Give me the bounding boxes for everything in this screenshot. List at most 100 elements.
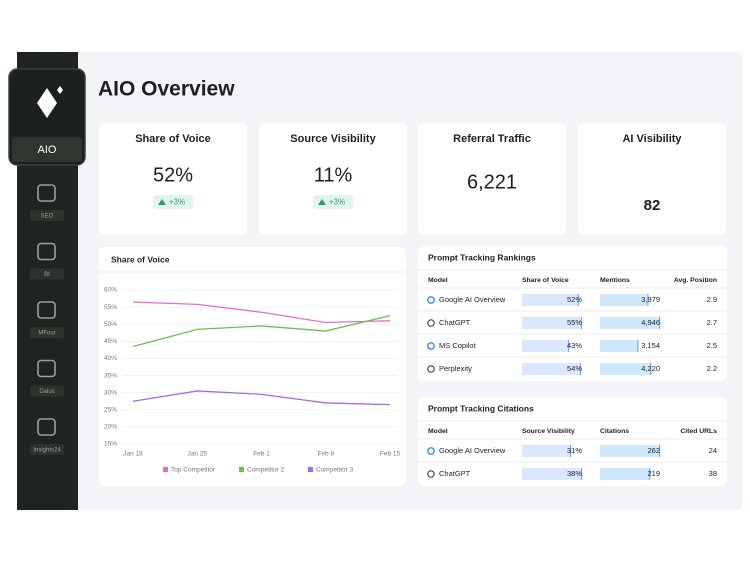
series-line — [132, 390, 391, 406]
kpi-title: Share of Voice — [135, 133, 211, 145]
legend-swatch — [308, 467, 313, 472]
x-tick-label: Jan 18 — [123, 451, 143, 458]
brand-label-box — [12, 137, 82, 162]
series-line — [132, 315, 391, 348]
cell-value: 262 — [647, 446, 660, 455]
legend-swatch — [163, 467, 168, 472]
cell-bar — [600, 468, 651, 480]
y-tick-label: 15% — [104, 441, 117, 448]
cell-value: 3,979 — [641, 295, 660, 304]
cell-bar-edge — [567, 340, 570, 352]
cell-bar-edge — [637, 340, 639, 352]
cell-bar — [600, 445, 660, 457]
card — [259, 123, 407, 235]
model-name: Google AI Overview — [439, 446, 506, 455]
model-name: ChatGPT — [439, 469, 471, 478]
nav-label: SEO — [41, 214, 54, 220]
cell-bar-edge — [577, 294, 579, 306]
model-name: ChatGPT — [439, 318, 471, 327]
series-line — [132, 301, 391, 324]
cell-bar — [522, 294, 579, 306]
brand-icon — [37, 86, 63, 118]
y-tick-label: 40% — [104, 355, 117, 362]
y-tick-label: 20% — [104, 424, 117, 431]
cell-value: 38% — [567, 469, 582, 478]
model-name: MS Copilot — [439, 341, 477, 350]
card — [418, 123, 566, 235]
cell-value: 4,946 — [641, 318, 660, 327]
y-tick-label: 45% — [104, 338, 117, 345]
model-icon — [427, 319, 435, 327]
kpi-title: Source Visibility — [290, 133, 376, 145]
cell-bar — [522, 340, 569, 352]
table-title: Prompt Tracking Rankings — [428, 252, 536, 262]
nav-icon[interactable] — [37, 184, 56, 202]
legend-label: Top Competitor — [171, 467, 216, 474]
cell-bar-edge — [650, 363, 652, 375]
y-tick-label: 60% — [104, 287, 117, 294]
cell-bar-edge — [649, 468, 651, 480]
cell-value: 52% — [567, 295, 582, 304]
legend-label: Competitor 3 — [316, 467, 354, 474]
model-icon — [427, 342, 435, 350]
delta-pill — [153, 195, 193, 209]
y-tick-label: 55% — [104, 304, 117, 311]
column-header: Citations — [600, 428, 629, 435]
nav-label-box — [30, 385, 64, 397]
nav-icon[interactable] — [37, 418, 56, 436]
cell-bar-edge — [581, 468, 583, 480]
page-title: AIO Overview — [98, 78, 235, 101]
y-tick-label: 30% — [104, 389, 117, 396]
card — [99, 123, 247, 235]
column-header: Avg. Position — [674, 277, 717, 284]
kpi-title: AI Visibility — [622, 133, 682, 145]
cell-value: 2.2 — [707, 364, 717, 373]
nav-icon[interactable] — [37, 242, 56, 261]
cell-value: 43% — [567, 341, 582, 350]
nav-icon[interactable] — [37, 301, 56, 319]
column-header: Cited URLs — [680, 428, 717, 435]
cell-bar — [522, 363, 581, 375]
column-header: Mentions — [600, 277, 630, 284]
column-header: Source Visibility — [522, 428, 575, 435]
y-tick-label: 25% — [104, 406, 117, 413]
cell-bar — [522, 317, 582, 329]
nav-label: Insights24 — [33, 448, 61, 454]
cell-value: 38 — [709, 469, 717, 478]
cell-value: 2.5 — [707, 341, 717, 350]
cell-bar-edge — [659, 445, 661, 457]
x-tick-label: Feb 15 — [380, 451, 401, 458]
kpi-title: Referral Traffic — [453, 133, 531, 145]
cell-value: 24 — [709, 446, 717, 455]
cell-bar — [600, 294, 649, 306]
brand-label: AIO — [38, 144, 57, 156]
nav-label: MFour — [38, 331, 55, 337]
nav-label: Dalos — [39, 389, 54, 395]
cell-value: 55% — [567, 318, 582, 327]
cell-value: 54% — [567, 364, 582, 373]
nav-icon[interactable] — [37, 359, 56, 378]
kpi-value: 82 — [644, 197, 661, 214]
model-name: Perplexity — [439, 364, 472, 373]
nav-label: BI — [44, 272, 50, 278]
model-icon — [427, 296, 435, 304]
cell-bar-edge — [579, 363, 582, 375]
card — [578, 123, 726, 235]
cell-bar — [600, 363, 652, 375]
x-tick-label: Feb 8 — [317, 451, 334, 458]
cell-bar-edge — [569, 445, 572, 457]
cell-bar — [600, 340, 639, 352]
column-header: Model — [428, 277, 448, 284]
cell-bar — [600, 317, 660, 329]
cell-value: 2.7 — [707, 318, 717, 327]
model-icon — [427, 365, 435, 373]
chart-title: Share of Voice — [111, 254, 170, 264]
cell-value: 2.9 — [707, 295, 717, 304]
cell-value: 4,220 — [641, 364, 660, 373]
x-tick-label: Feb 1 — [253, 451, 270, 458]
nav-label-box — [30, 210, 64, 221]
cell-bar — [522, 468, 582, 480]
table-title: Prompt Tracking Citations — [428, 403, 534, 413]
nav-label-box — [30, 444, 64, 455]
